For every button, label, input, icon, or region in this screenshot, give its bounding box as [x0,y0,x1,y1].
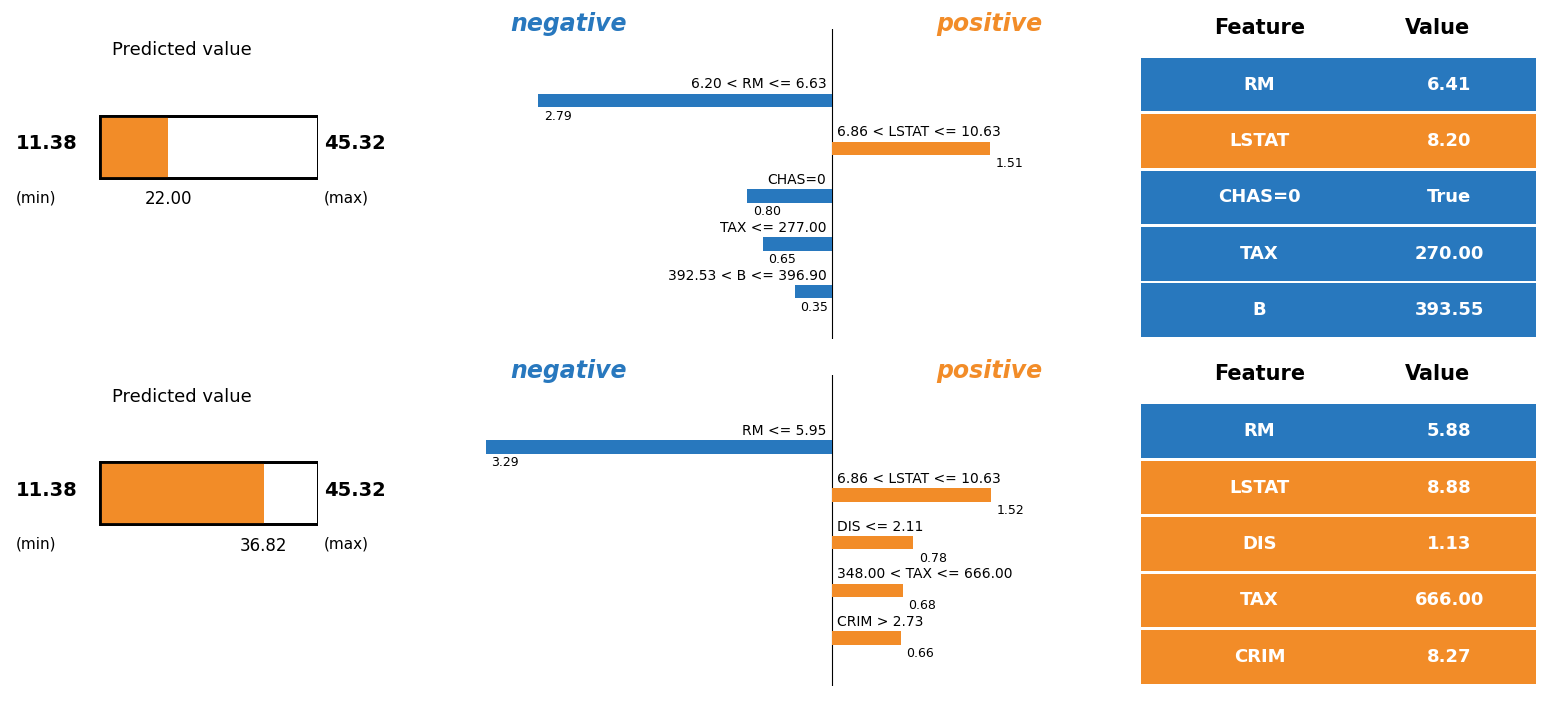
Text: RM: RM [1243,422,1276,440]
Text: 392.53 < B <= 396.90: 392.53 < B <= 396.90 [667,269,826,282]
Text: 45.32: 45.32 [324,134,386,153]
Text: LSTAT: LSTAT [1229,132,1290,150]
Bar [1141,227,1536,281]
Bar [1141,404,1536,458]
Bar [832,632,900,645]
Bar [832,142,990,155]
Text: DIS <= 2.11: DIS <= 2.11 [837,520,923,534]
Bar [1141,517,1536,571]
Bar [1141,573,1536,627]
Text: negative: negative [511,359,627,383]
Text: 8.20: 8.20 [1428,132,1471,150]
Bar [101,116,318,178]
Bar [1141,170,1536,225]
Text: 3.29: 3.29 [490,456,518,469]
Text: CHAS=0: CHAS=0 [1218,188,1301,206]
Bar [101,462,264,524]
Bar [101,462,318,524]
Text: TAX <= 277.00: TAX <= 277.00 [720,221,826,235]
Bar [1141,461,1536,515]
Text: Feature: Feature [1214,365,1305,384]
Bar [832,488,992,502]
Text: 11.38: 11.38 [16,481,78,500]
Bar [748,189,832,203]
Text: negative: negative [511,12,627,36]
Text: 0.68: 0.68 [908,599,936,612]
Bar [795,285,832,298]
Text: (min): (min) [16,537,56,552]
Bar [1141,284,1536,337]
Text: 36.82: 36.82 [241,537,287,555]
Text: 6.86 < LSTAT <= 10.63: 6.86 < LSTAT <= 10.63 [837,125,1001,139]
Bar [832,583,903,597]
Text: Predicted value: Predicted value [112,41,251,59]
Text: CRIM: CRIM [1234,648,1285,666]
Text: 22.00: 22.00 [144,191,192,209]
Text: Predicted value: Predicted value [112,388,251,406]
Text: 6.20 < RM <= 6.63: 6.20 < RM <= 6.63 [691,77,826,92]
Text: (max): (max) [324,191,369,205]
Text: positive: positive [936,12,1041,36]
Text: Value: Value [1405,365,1470,384]
Text: (max): (max) [324,537,369,552]
Text: 8.27: 8.27 [1428,648,1471,666]
Bar [101,462,318,524]
Text: 270.00: 270.00 [1415,245,1484,263]
Text: DIS: DIS [1242,535,1277,553]
Text: CRIM > 2.73: CRIM > 2.73 [837,615,923,629]
Text: 0.78: 0.78 [919,552,947,565]
Text: TAX: TAX [1240,591,1279,609]
Text: 5.88: 5.88 [1428,422,1471,440]
Bar [1141,114,1536,168]
Text: 393.55: 393.55 [1415,301,1484,319]
Bar [1141,58,1536,111]
Text: Value: Value [1405,18,1470,38]
Text: 11.38: 11.38 [16,134,78,153]
Text: RM <= 5.95: RM <= 5.95 [742,424,826,438]
Text: 6.86 < LSTAT <= 10.63: 6.86 < LSTAT <= 10.63 [837,471,1001,486]
Bar [539,94,832,107]
Text: 0.66: 0.66 [906,647,934,660]
Text: positive: positive [936,359,1041,383]
Text: 666.00: 666.00 [1415,591,1484,609]
Text: Feature: Feature [1214,18,1305,38]
Text: B: B [1252,301,1266,319]
Bar [1141,630,1536,684]
Text: 1.13: 1.13 [1428,535,1471,553]
Text: 1.51: 1.51 [995,157,1023,170]
Text: CHAS=0: CHAS=0 [768,173,826,187]
Text: 0.65: 0.65 [768,253,796,266]
Text: TAX: TAX [1240,245,1279,263]
Bar [486,440,832,453]
Text: 2.79: 2.79 [543,110,571,123]
Text: 0.80: 0.80 [753,205,781,218]
Text: (min): (min) [16,191,56,205]
Text: 6.41: 6.41 [1428,76,1471,94]
Text: 8.88: 8.88 [1426,479,1471,497]
Text: LSTAT: LSTAT [1229,479,1290,497]
Text: RM: RM [1243,76,1276,94]
Text: 1.52: 1.52 [996,504,1024,517]
Text: 348.00 < TAX <= 666.00: 348.00 < TAX <= 666.00 [837,567,1012,581]
Bar [101,116,169,178]
Text: True: True [1428,188,1471,206]
Bar [101,116,318,178]
Bar [832,536,914,549]
Text: 45.32: 45.32 [324,481,386,500]
Bar [764,237,832,251]
Text: 0.35: 0.35 [799,300,827,313]
